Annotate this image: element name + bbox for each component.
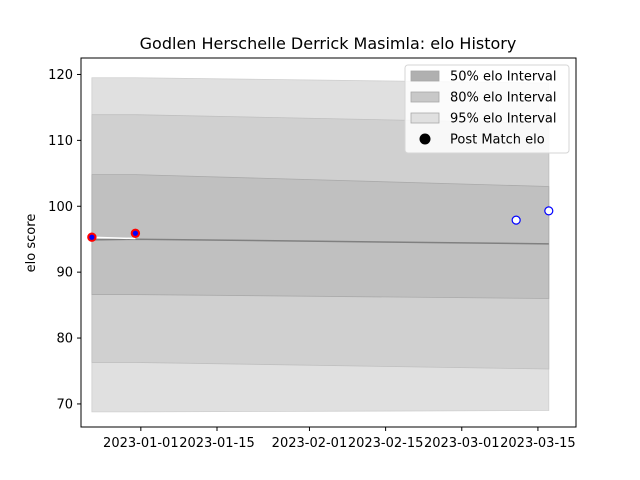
x-tick-label-2023-03-01: 2023-03-01 [424, 436, 500, 451]
x-tick-label-2023-02-01: 2023-02-01 [272, 436, 348, 451]
x-tick-label-2023-03-15: 2023-03-15 [500, 436, 576, 451]
legend-swatch-1 [410, 70, 440, 82]
post-match-line [91, 236, 136, 240]
y-tick-label-70: 70 [56, 397, 73, 412]
post-match-point-3 [511, 215, 521, 225]
legend: 50% elo Interval 80% elo Interval 95% elo … [404, 64, 570, 154]
legend-swatch-3 [410, 112, 440, 124]
axes-frame [80, 57, 577, 428]
y-axis-label: elo score [24, 214, 39, 273]
mean-elo-line [91, 238, 549, 245]
x-tick-label-2023-02-15: 2023-02-15 [348, 436, 424, 451]
legend-swatch-2 [410, 91, 440, 103]
post-match-point-4 [544, 206, 554, 216]
post-match-point-core-2 [132, 230, 138, 236]
legend-label-1: 50% elo Interval [450, 70, 557, 85]
plot-area [87, 77, 554, 413]
x-tick-label-2023-01-01: 2023-01-01 [103, 436, 179, 451]
legend-label-3: 95% elo Interval [450, 112, 557, 127]
chart-title: Godlen Herschelle Derrick Masimla: elo H… [140, 34, 517, 53]
x-tick-label-2023-01-15: 2023-01-15 [179, 436, 255, 451]
legend-box [404, 64, 570, 154]
post-match-point-core-1 [89, 234, 95, 240]
legend-marker-4 [419, 133, 431, 145]
legend-label-2: 80% elo Interval [450, 91, 557, 106]
band-50 [91, 174, 550, 299]
y-tick-label-120: 120 [48, 68, 73, 83]
y-tick-label-100: 100 [48, 200, 73, 215]
y-tick-label-90: 90 [56, 266, 73, 281]
axes: 70 80 90 100 110 120 2023-01-01 2023-01-15 2023-… [48, 57, 577, 451]
legend-label-4: Post Match elo [450, 133, 545, 148]
y-tick-label-110: 110 [48, 134, 73, 149]
y-tick-label-80: 80 [56, 332, 73, 347]
